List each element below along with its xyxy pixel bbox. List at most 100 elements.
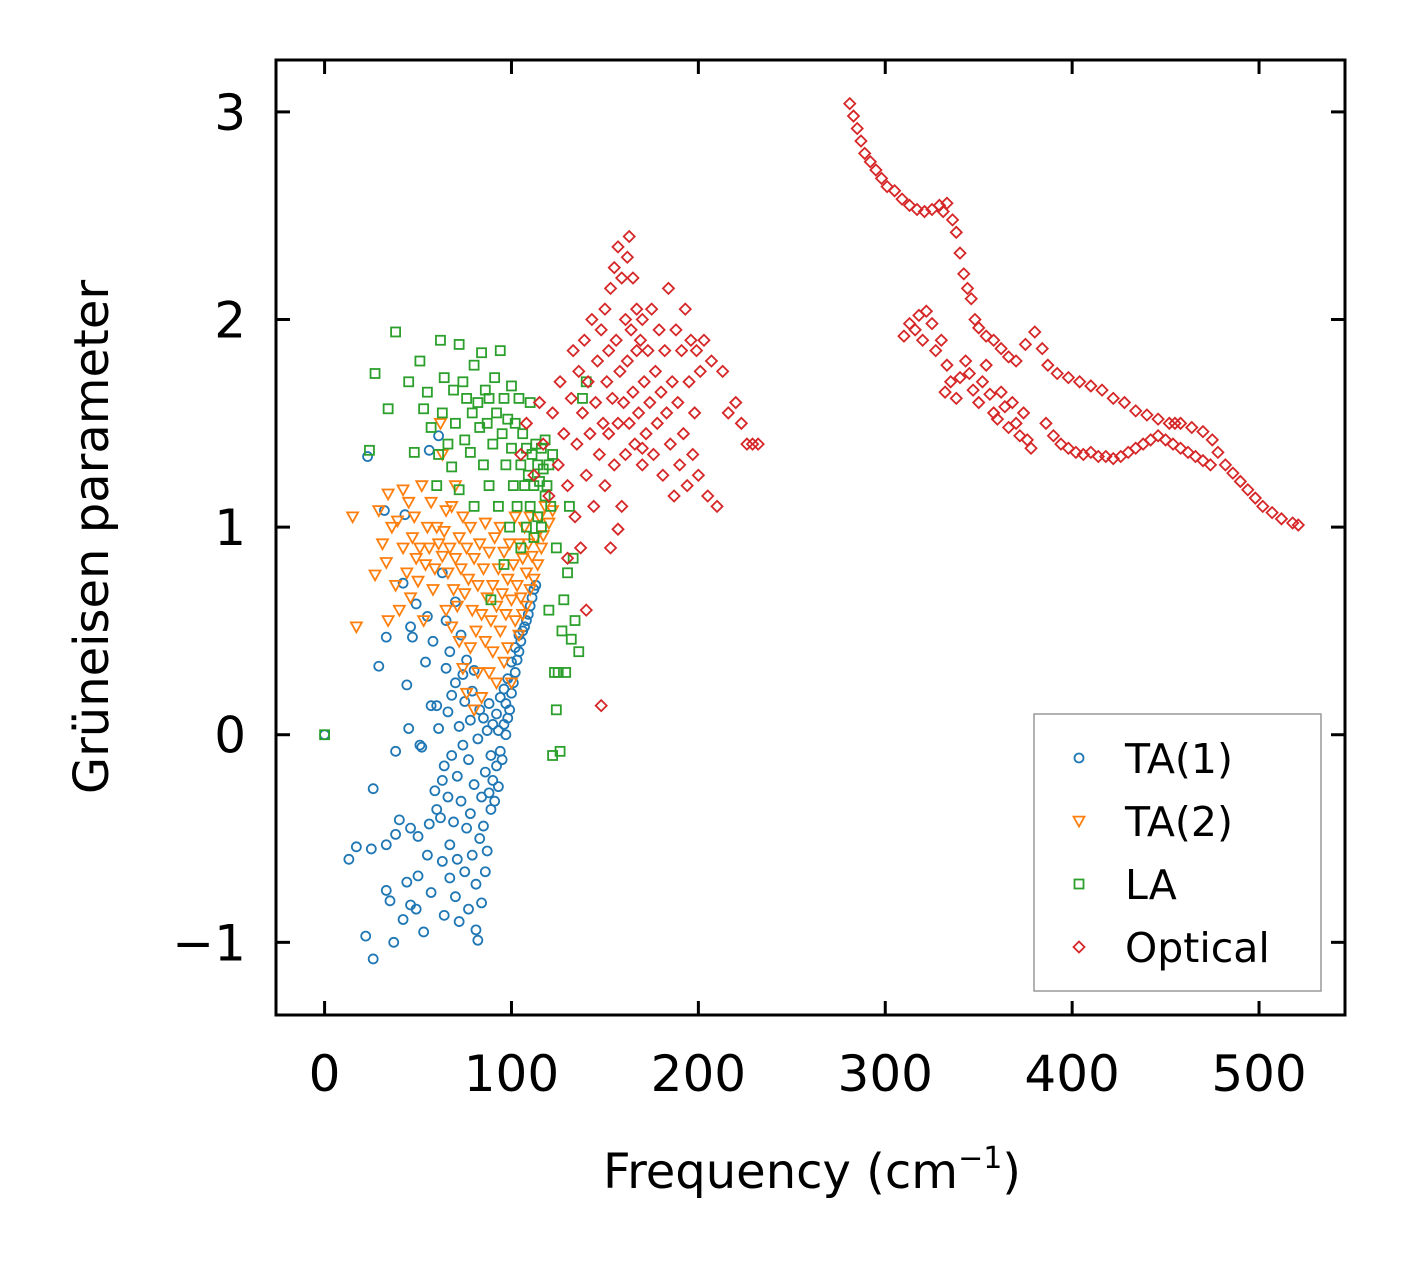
data-point (545, 406, 560, 420)
data-point (1061, 370, 1076, 385)
data-point (1168, 416, 1182, 431)
data-point (1166, 437, 1180, 451)
data-point (566, 343, 580, 358)
data-point (437, 525, 452, 539)
data-point (565, 633, 577, 645)
data-point (601, 343, 616, 358)
data-point (414, 355, 426, 367)
data-point (1158, 433, 1173, 447)
data-point (577, 333, 592, 348)
data-point (715, 364, 730, 379)
legend-item: TA(2) (1071, 798, 1233, 846)
data-point (526, 449, 538, 460)
data-point (427, 635, 439, 647)
data-point (450, 417, 461, 429)
data-point (1173, 416, 1188, 431)
data-point (483, 787, 495, 799)
data-point (485, 750, 497, 761)
data-point (457, 669, 469, 680)
data-point (1106, 451, 1121, 466)
data-point (728, 395, 743, 410)
data-point (470, 579, 485, 593)
data-point (917, 204, 932, 219)
data-point (467, 704, 482, 718)
data-point (556, 625, 568, 637)
data-point (631, 406, 646, 420)
data-point (479, 766, 491, 778)
data-point (676, 426, 691, 441)
data-point (643, 395, 657, 410)
data-point (474, 833, 486, 844)
data-point (1009, 416, 1023, 431)
data-point (478, 517, 493, 531)
legend-marker (1073, 878, 1085, 890)
data-point (407, 511, 422, 525)
data-point (1117, 395, 1132, 410)
data-point (943, 375, 958, 389)
data-point (381, 615, 396, 628)
data-point (444, 621, 459, 635)
data-point (983, 387, 997, 402)
data-point (470, 878, 482, 890)
data-point (570, 437, 584, 451)
data-point (420, 656, 431, 668)
data-point (453, 563, 469, 576)
data-point (461, 822, 473, 834)
x-tick-label: 400 (1024, 1045, 1119, 1103)
data-point (691, 468, 706, 482)
data-point (489, 372, 501, 384)
data-point (514, 447, 528, 462)
data-point (934, 333, 949, 348)
y-tick-label: 1 (214, 499, 246, 557)
data-point (466, 685, 478, 697)
data-point (444, 872, 456, 884)
data-point (446, 461, 458, 473)
data-point (369, 368, 381, 379)
data-point (633, 333, 648, 348)
data-point (626, 385, 640, 399)
data-point (521, 521, 532, 533)
data-point (453, 339, 465, 350)
data-point (440, 567, 455, 581)
data-point (487, 718, 499, 730)
data-point (603, 281, 618, 296)
data-point (396, 542, 411, 556)
data-point (562, 567, 573, 579)
data-point (397, 577, 409, 589)
data-point (594, 698, 608, 713)
data-point (550, 542, 562, 554)
data-point (461, 573, 476, 587)
data-point (1188, 449, 1203, 464)
data-point (418, 559, 433, 572)
data-point (511, 500, 523, 512)
data-point (618, 312, 633, 327)
data-point (472, 934, 484, 946)
data-point (365, 843, 377, 855)
data-point (433, 418, 448, 431)
data-point (461, 393, 473, 404)
data-point (416, 741, 428, 753)
data-point (1005, 395, 1020, 410)
data-point (536, 437, 551, 451)
data-point (1001, 350, 1016, 364)
data-point (491, 407, 502, 419)
data-point (423, 818, 435, 830)
data-point (953, 370, 967, 385)
data-point (431, 700, 443, 712)
data-point (1084, 445, 1098, 460)
data-point (405, 621, 416, 633)
x-tick-label: 500 (1211, 1045, 1306, 1103)
data-point (407, 631, 418, 643)
data-point (459, 687, 474, 701)
data-point (887, 184, 902, 198)
legend-label: Optical (1125, 924, 1270, 972)
data-point (652, 323, 666, 337)
data-point (966, 383, 980, 397)
data-point (1128, 441, 1143, 456)
data-point (455, 629, 467, 641)
data-point (869, 163, 883, 177)
data-point (451, 770, 463, 782)
data-point (489, 600, 504, 614)
data-point (493, 521, 508, 535)
data-point (938, 385, 952, 399)
